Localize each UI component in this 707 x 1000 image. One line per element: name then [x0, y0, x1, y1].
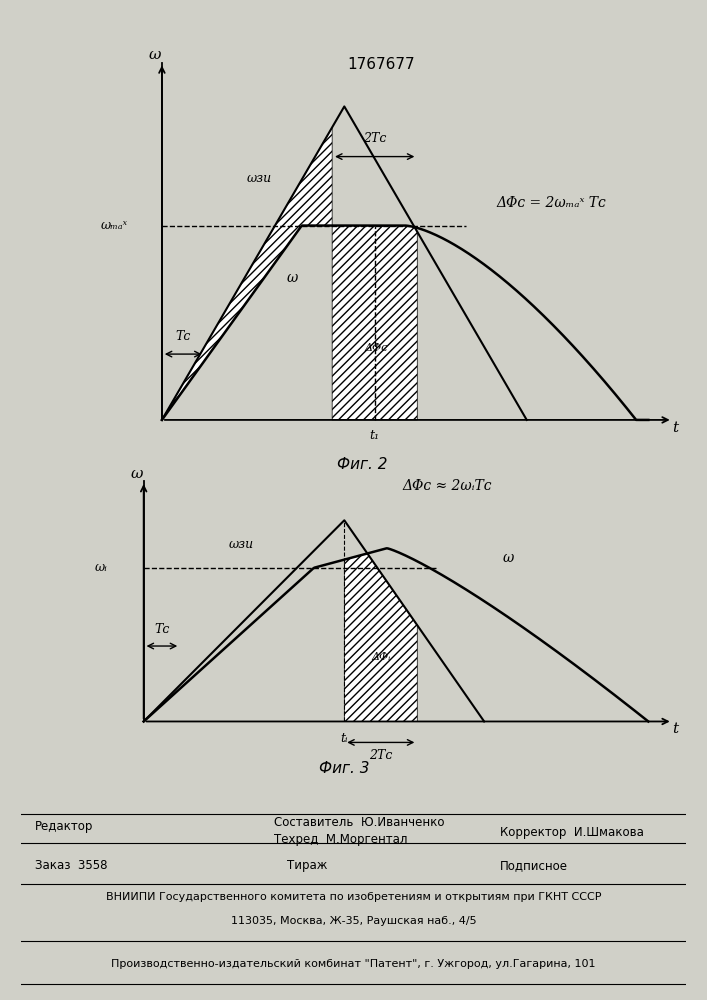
- Text: ωₘₐˣ: ωₘₐˣ: [101, 219, 128, 232]
- Text: ω: ω: [130, 467, 143, 481]
- Text: Фиг. 2: Фиг. 2: [337, 457, 388, 472]
- Text: 2Tᴄ: 2Tᴄ: [369, 749, 392, 762]
- Text: ВНИИПИ Государственного комитета по изобретениям и открытиям при ГКНТ СССР: ВНИИПИ Государственного комитета по изоб…: [106, 892, 601, 902]
- Text: Заказ  3558: Заказ 3558: [35, 859, 107, 872]
- Text: ω: ω: [287, 271, 298, 285]
- Text: Корректор  И.Шмакова: Корректор И.Шмакова: [500, 826, 643, 839]
- Text: t: t: [672, 722, 679, 736]
- Text: t: t: [672, 421, 679, 435]
- Text: Производственно-издательский комбинат "Патент", г. Ужгород, ул.Гагарина, 101: Производственно-издательский комбинат "П…: [111, 959, 596, 969]
- Text: ΔΦᴄ = 2ωₘₐˣ Tᴄ: ΔΦᴄ = 2ωₘₐˣ Tᴄ: [496, 196, 606, 210]
- Text: t₁: t₁: [370, 429, 380, 442]
- Text: ωзи: ωзи: [228, 538, 254, 551]
- Text: Тираж: Тираж: [287, 859, 327, 872]
- Text: ω: ω: [503, 551, 514, 565]
- Text: Фиг. 3: Фиг. 3: [319, 761, 370, 776]
- Text: Составитель  Ю.Иванченко: Составитель Ю.Иванченко: [274, 816, 444, 829]
- Text: tᵢ: tᵢ: [341, 732, 348, 745]
- Text: Подписное: Подписное: [500, 859, 568, 872]
- Text: ω: ω: [148, 48, 160, 62]
- Text: ωᵢ: ωᵢ: [95, 561, 107, 574]
- Text: ωзи: ωзи: [247, 172, 271, 185]
- Text: ΔΦᴄ ≈ 2ωᵢTᴄ: ΔΦᴄ ≈ 2ωᵢTᴄ: [403, 479, 492, 493]
- Text: Tᴄ: Tᴄ: [175, 330, 191, 343]
- Text: Техред  М.Моргентал: Техред М.Моргентал: [274, 833, 407, 846]
- Text: Редактор: Редактор: [35, 820, 93, 833]
- Text: 113035, Москва, Ж-35, Раушская наб., 4/5: 113035, Москва, Ж-35, Раушская наб., 4/5: [230, 916, 477, 926]
- Text: ΔΦᵢ: ΔΦᵢ: [371, 652, 390, 662]
- Text: 1767677: 1767677: [347, 57, 414, 72]
- Text: 2Tᴄ: 2Tᴄ: [363, 132, 387, 145]
- Text: ΔΦᴄ: ΔΦᴄ: [364, 343, 387, 353]
- Text: Tᴄ: Tᴄ: [154, 623, 170, 636]
